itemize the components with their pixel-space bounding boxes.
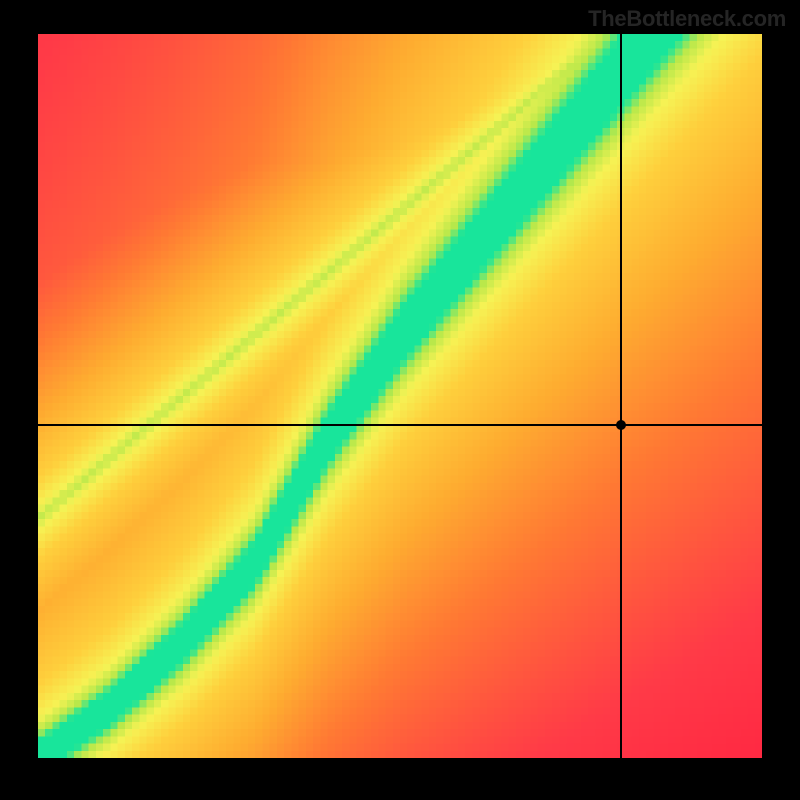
crosshair-marker	[616, 420, 626, 430]
bottleneck-heatmap	[38, 34, 762, 758]
heatmap-canvas	[38, 34, 762, 758]
crosshair-vertical	[620, 34, 622, 758]
watermark-text: TheBottleneck.com	[588, 6, 786, 32]
crosshair-horizontal	[38, 424, 762, 426]
